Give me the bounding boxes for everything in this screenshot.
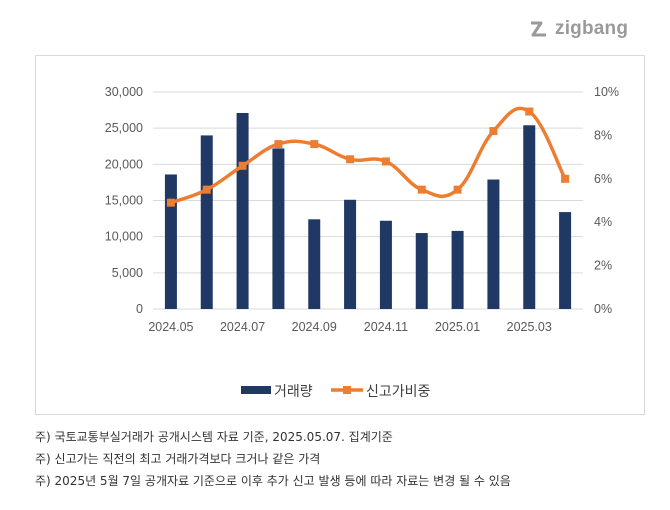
x-axis-tick-label: 2024.11 (364, 320, 408, 334)
line-marker (381, 157, 390, 166)
x-axis-tick-label: 2024.09 (292, 320, 337, 334)
line-신고가비중 (170, 106, 567, 205)
chart-container: 0 5,000 10,000 15,000 20,000 25,000 30,000 0% 2%… (35, 55, 645, 415)
right-axis-tick-label: 0% (594, 302, 612, 316)
left-axis-tick-label: 15,000 (105, 194, 143, 208)
right-axis-tick-label: 10% (594, 85, 619, 99)
line-marker (202, 185, 211, 194)
left-axis-tick-label: 0 (136, 302, 143, 316)
right-axis-tick-label: 2% (594, 259, 612, 273)
x-axis-tick-label: 2025.03 (507, 320, 552, 334)
x-axis-tick-label: 2025.01 (435, 320, 480, 334)
bar-거래량 (415, 233, 428, 309)
line-marker (346, 155, 355, 164)
right-axis-tick-label: 4% (594, 215, 612, 229)
bar-거래량 (200, 135, 213, 309)
footnote: 주) 국토교통부실거래가 공개시스템 자료 기준, 2025.05.07. 집계… (35, 430, 393, 444)
left-axis-tick-label: 10,000 (105, 230, 143, 244)
bar-거래량 (559, 212, 572, 309)
bar-거래량 (164, 174, 177, 309)
line-marker (274, 140, 283, 149)
legend-swatch-marker (343, 386, 351, 394)
bar-거래량 (236, 112, 249, 309)
bar-거래량 (451, 230, 464, 309)
footnotes: 주) 국토교통부실거래가 공개시스템 자료 기준, 2025.05.07. 집계… (35, 426, 511, 492)
line-marker (453, 185, 462, 194)
right-axis-tick-label: 8% (594, 128, 612, 142)
zigbang-logo: zigbang (528, 18, 628, 40)
legend-label-신고가비중: 신고가비중 (366, 383, 431, 399)
logo-icon (531, 21, 546, 37)
line-marker (525, 107, 534, 116)
bar-거래량 (308, 219, 321, 309)
bar-거래량 (344, 199, 357, 309)
legend-label-거래량: 거래량 (274, 383, 313, 399)
x-axis-tick-label: 2024.05 (148, 320, 193, 334)
left-axis-tick-label: 5,000 (112, 266, 143, 280)
footnote: 주) 신고가는 직전의 최고 거래가격보다 크거나 같은 가격 (35, 452, 321, 466)
combo-chart: 0 5,000 10,000 15,000 20,000 25,000 30,000 0% 2%… (105, 85, 619, 399)
line-marker (310, 140, 319, 149)
bar-거래량 (487, 179, 500, 309)
left-axis-tick-label: 25,000 (105, 121, 143, 135)
left-axis-tick-label: 30,000 (105, 85, 143, 99)
logo-text: zigbang (555, 18, 629, 39)
line-marker (417, 185, 426, 194)
x-axis-tick-label: 2024.07 (220, 320, 265, 334)
legend-swatch-bar (241, 386, 271, 394)
right-axis-tick-label: 6% (594, 172, 612, 186)
line-marker (166, 198, 175, 207)
line-marker (238, 161, 247, 170)
bar-거래량 (272, 148, 285, 309)
bar-거래량 (379, 220, 392, 309)
footnote: 주) 2025년 5월 7일 공개자료 기준으로 이후 추가 신고 발생 등에 … (35, 474, 511, 488)
left-axis-tick-label: 20,000 (105, 157, 143, 171)
line-marker (489, 127, 498, 136)
line-marker (561, 174, 570, 183)
bar-거래량 (523, 125, 536, 309)
